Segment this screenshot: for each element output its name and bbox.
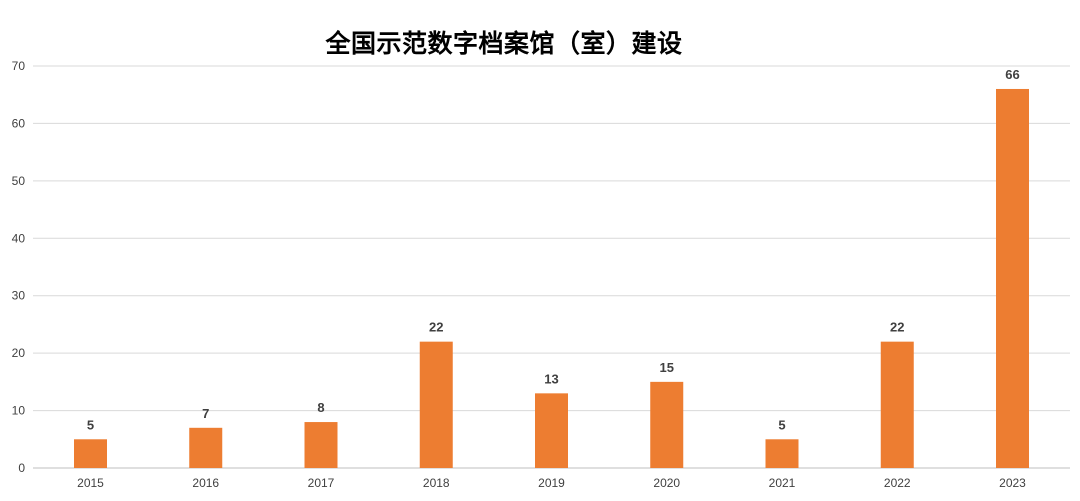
- y-tick-label: 20: [12, 346, 26, 360]
- data-label-2021: 5: [778, 417, 785, 432]
- x-tick-label-2019: 2019: [538, 476, 565, 490]
- bar-2023: [996, 88, 1029, 468]
- bar-2019: [535, 393, 568, 468]
- y-axis-tick-labels: 0 10 20 30 40 50 60 70: [12, 59, 26, 475]
- bar-2020: [650, 381, 684, 468]
- x-tick-label-2021: 2021: [769, 476, 796, 490]
- y-tick-label: 30: [12, 289, 26, 303]
- x-tick-label-2015: 2015: [77, 476, 104, 490]
- x-tick-label-2016: 2016: [192, 476, 219, 490]
- bar-2017: [304, 422, 338, 468]
- data-label-2023: 66: [1005, 67, 1019, 82]
- y-tick-label: 0: [18, 461, 25, 475]
- x-tick-label-2017: 2017: [308, 476, 335, 490]
- bars: [74, 88, 1029, 468]
- y-tick-label: 70: [12, 59, 26, 73]
- y-tick-label: 40: [12, 231, 26, 245]
- bar-2022: [880, 341, 914, 468]
- y-tick-label: 60: [12, 116, 26, 130]
- x-tick-label-2022: 2022: [884, 476, 911, 490]
- data-label-2022: 22: [890, 320, 904, 335]
- y-tick-label: 50: [12, 174, 26, 188]
- x-tick-label-2023: 2023: [999, 476, 1026, 490]
- x-tick-label-2018: 2018: [423, 476, 450, 490]
- y-tick-label: 10: [12, 404, 26, 418]
- bar-2021: [765, 439, 799, 468]
- data-labels: 5 7 8 22 13 15 5 22 66: [87, 67, 1020, 432]
- chart-title: 全国示范数字档案馆（室）建设: [325, 29, 683, 58]
- bar-2018: [419, 341, 453, 468]
- data-label-2018: 22: [429, 320, 443, 335]
- data-label-2016: 7: [202, 406, 209, 421]
- bar-2015: [74, 439, 107, 468]
- data-label-2020: 15: [660, 360, 674, 375]
- data-label-2017: 8: [317, 400, 324, 415]
- bar-2016: [189, 427, 223, 468]
- data-label-2015: 5: [87, 417, 94, 432]
- data-label-2019: 13: [544, 371, 558, 386]
- x-axis-tick-labels: 2015 2016 2017 2018 2019 2020 2021 2022 2023: [77, 476, 1026, 490]
- x-tick-label-2020: 2020: [653, 476, 680, 490]
